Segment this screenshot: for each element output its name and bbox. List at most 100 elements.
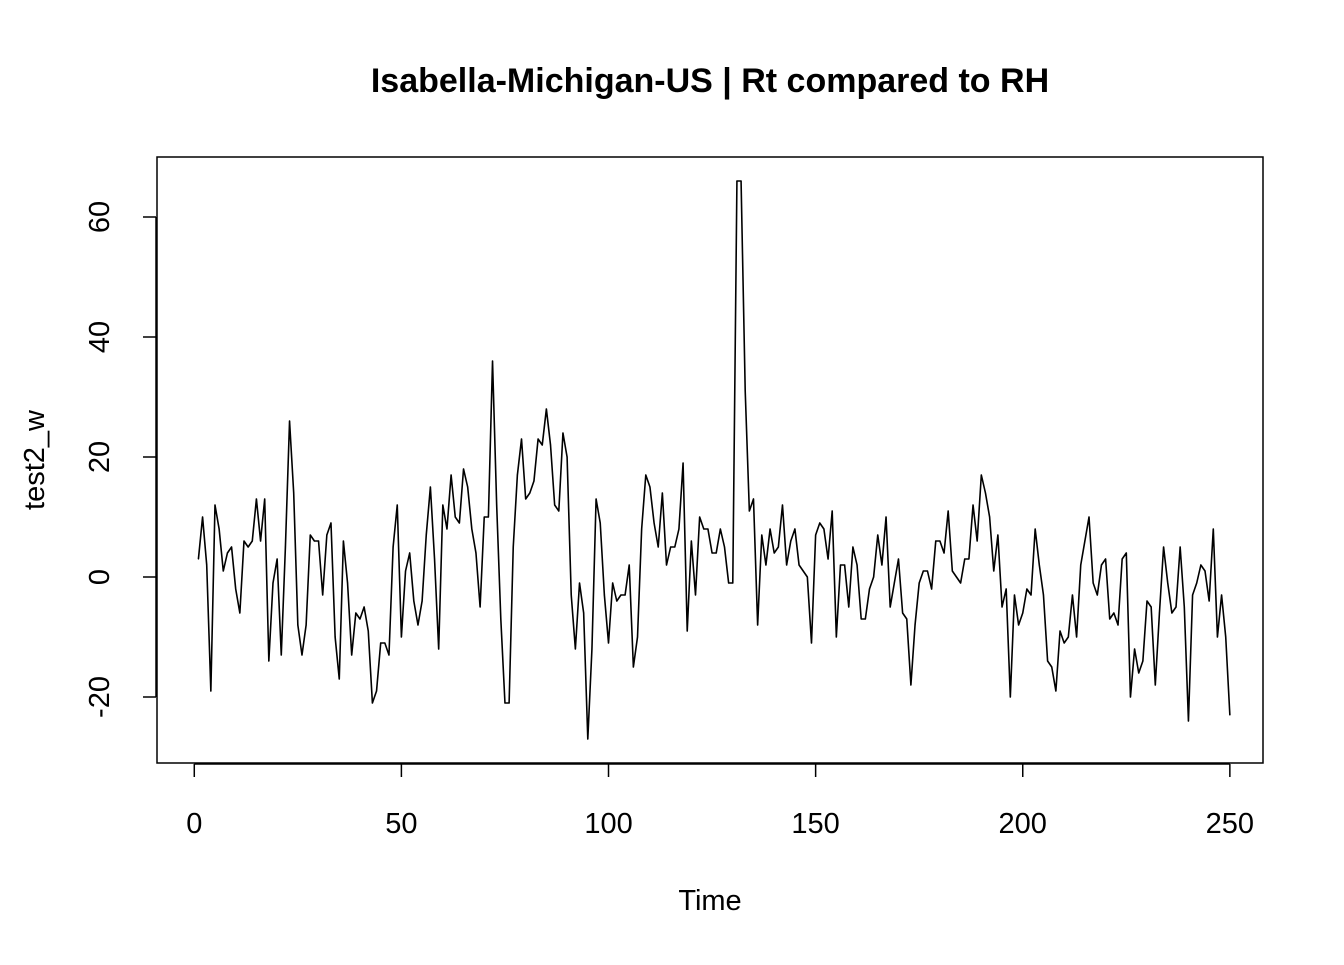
data-point (326, 534, 328, 536)
data-point (1125, 552, 1127, 554)
data-point (616, 600, 618, 602)
data-point (1208, 600, 1210, 602)
data-point (545, 408, 547, 410)
data-point (968, 558, 970, 560)
data-point (636, 636, 639, 638)
data-point (744, 390, 746, 392)
data-point (624, 594, 626, 596)
data-point (417, 624, 419, 626)
data-point (1063, 642, 1065, 644)
data-point (852, 546, 854, 548)
data-point (197, 558, 200, 560)
data-point (728, 582, 730, 584)
y-tick-label: -20 (84, 676, 116, 718)
x-tick-label: 100 (584, 808, 632, 840)
data-point (682, 462, 684, 464)
data-point (1051, 666, 1053, 668)
data-point (848, 606, 850, 608)
data-point (504, 702, 506, 704)
data-point (272, 582, 274, 584)
data-point (1138, 672, 1140, 674)
data-point (819, 522, 821, 524)
data-point (1088, 516, 1090, 518)
data-point (773, 552, 775, 554)
data-point (442, 504, 444, 506)
data-point (400, 636, 402, 638)
data-point (984, 492, 987, 494)
data-point (980, 474, 982, 476)
data-point (1113, 612, 1115, 614)
data-point (201, 516, 204, 518)
data-point (910, 684, 912, 686)
data-point (835, 636, 837, 638)
series-line (197, 180, 1231, 740)
y-axis-label: test2_w (19, 409, 51, 510)
data-point (748, 510, 750, 512)
data-point (868, 588, 871, 590)
x-tick-label: 150 (791, 808, 839, 840)
data-point (496, 504, 498, 506)
data-point (823, 528, 825, 530)
data-point (645, 474, 647, 476)
data-point (794, 528, 796, 530)
data-point (765, 564, 767, 566)
data-point (1071, 594, 1074, 596)
data-point (815, 534, 817, 536)
data-point (628, 564, 630, 566)
data-point (297, 624, 299, 626)
data-point (1191, 594, 1194, 596)
data-point (972, 504, 974, 506)
data-point (355, 612, 357, 614)
data-point (790, 540, 792, 542)
data-point (997, 534, 999, 536)
data-point (1229, 714, 1231, 716)
data-point (931, 588, 933, 590)
data-point (301, 654, 303, 656)
data-point (288, 420, 291, 422)
data-point (566, 456, 568, 458)
data-point (1038, 564, 1040, 566)
data-point (914, 624, 916, 626)
chart-title: Isabella-Michigan-US | Rt compared to RH (371, 62, 1049, 100)
data-point (305, 624, 307, 626)
data-point (210, 690, 212, 692)
data-point (707, 528, 709, 530)
data-point (839, 564, 842, 566)
data-point (251, 540, 253, 542)
data-point (1183, 606, 1185, 608)
data-point (1109, 618, 1111, 620)
data-point (885, 516, 887, 518)
data-point (699, 516, 701, 518)
y-tick-label: 40 (84, 321, 116, 353)
data-point (218, 528, 220, 530)
data-point (276, 558, 278, 560)
data-point (467, 486, 469, 488)
data-point (554, 504, 556, 506)
data-point (1067, 636, 1069, 638)
data-point (1009, 696, 1011, 698)
data-point (781, 504, 784, 506)
data-point (860, 618, 862, 620)
y-tick-label: 60 (84, 201, 116, 233)
data-point (1076, 636, 1078, 638)
data-point (1080, 564, 1082, 566)
data-point (674, 546, 676, 548)
data-point (1001, 606, 1003, 608)
data-point (525, 498, 527, 500)
data-point (1117, 624, 1119, 626)
data-point (313, 540, 316, 542)
data-points (197, 180, 1231, 740)
data-point (694, 594, 697, 596)
data-point (960, 582, 962, 584)
data-point (214, 504, 216, 506)
data-point (541, 444, 543, 446)
data-point (363, 606, 365, 608)
data-point (877, 534, 879, 536)
data-point (1196, 582, 1198, 584)
data-point (433, 558, 436, 560)
data-point (1171, 612, 1173, 614)
data-point (827, 558, 829, 560)
data-point (844, 564, 846, 566)
data-point (1104, 558, 1107, 560)
data-point (243, 540, 245, 542)
